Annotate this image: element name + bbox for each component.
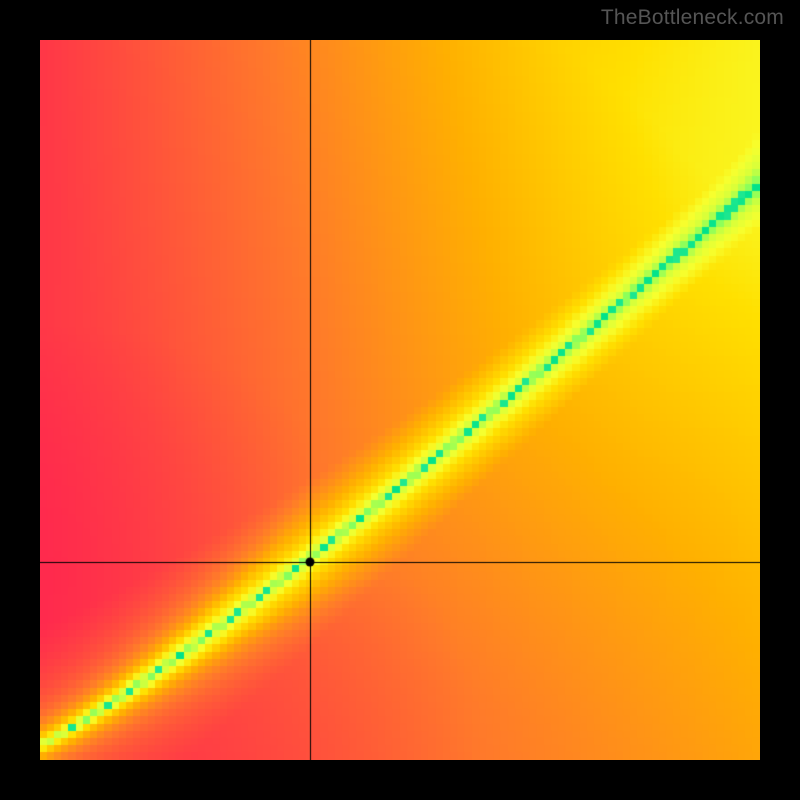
heatmap-canvas xyxy=(40,40,760,760)
watermark-text: TheBottleneck.com xyxy=(601,6,784,30)
plot-area xyxy=(40,40,760,760)
chart-container: TheBottleneck.com xyxy=(0,0,800,800)
